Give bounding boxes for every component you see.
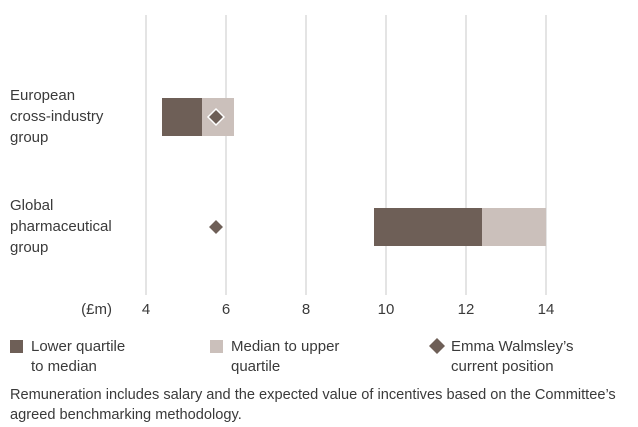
legend-swatch xyxy=(10,340,23,353)
chart: (£m) 4 6 8 10 12 14 European cross-industry gr… xyxy=(10,15,578,375)
legend-label-line: Emma Walmsley’s xyxy=(451,338,578,355)
category-label-line: group xyxy=(10,239,48,256)
category-label: Global pharmaceutical group xyxy=(10,197,116,256)
bar-lower-to-median xyxy=(374,208,482,246)
legend-label-line: Median to upper xyxy=(231,338,344,355)
footnote: Remuneration includes salary and the exp… xyxy=(10,387,616,423)
x-tick-label: 10 xyxy=(378,301,395,318)
x-tick-label: 8 xyxy=(302,301,310,318)
current-position-marker xyxy=(206,217,226,237)
legend-swatch xyxy=(210,340,223,353)
category-label-line: group xyxy=(10,129,48,146)
category-label-line: Global xyxy=(10,197,58,214)
legend-label-line: current position xyxy=(451,358,554,375)
legend-label-line: to median xyxy=(31,358,97,375)
legend-label: Lower quartile to median xyxy=(31,338,129,375)
x-tick-label: 12 xyxy=(458,301,475,318)
bar-lower-to-median xyxy=(162,98,202,136)
x-tick-label: 6 xyxy=(222,301,230,318)
current-position-marker xyxy=(206,107,226,127)
category-label-line: cross-industry xyxy=(10,108,108,125)
x-tick-label: 14 xyxy=(538,301,555,318)
legend-label: Emma Walmsley’s current position xyxy=(451,338,578,375)
bar-median-to-upper xyxy=(482,208,546,246)
category-label-line: pharmaceutical xyxy=(10,218,116,235)
legend-label: Median to upper quartile xyxy=(231,338,344,375)
legend-label-line: quartile xyxy=(231,358,280,375)
category-label-line: European xyxy=(10,87,79,104)
x-axis-label: (£m) xyxy=(81,301,112,318)
current-position-marker xyxy=(429,338,445,354)
x-tick-label: 4 xyxy=(142,301,150,318)
category-label: European cross-industry group xyxy=(10,87,108,146)
legend-label-line: Lower quartile xyxy=(31,338,129,355)
